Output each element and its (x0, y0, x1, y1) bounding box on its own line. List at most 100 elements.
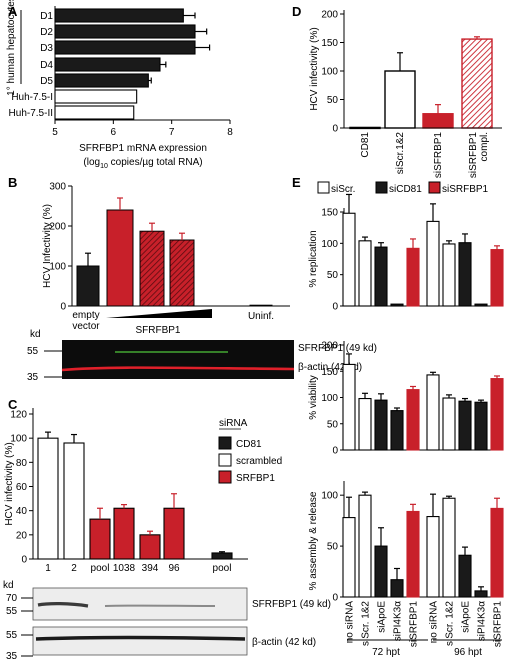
panel-a-xtick-label-3: 8 (227, 127, 233, 138)
panel-e-sub0-t0-bar-2 (374, 246, 388, 307)
panel-c-bar-6 (211, 552, 233, 560)
panel-e-sub2-y-label: % assembly & release (308, 491, 319, 590)
panel-c-legend-title: siRNA (219, 418, 248, 429)
panel-e-sub0-t0-bar-3 (390, 303, 404, 307)
panel-c-ytick-label-0: 0 (21, 555, 27, 566)
panel-c-band-actin (35, 635, 246, 641)
panel-d: 0 50 100 150 200 CD81 siScr.1&2 siSFRBP1 siSRFB… (309, 10, 502, 178)
panel-e-sub0-t0-bar-1 (358, 240, 372, 307)
panel-e-sub2-ytick-label-1: 50 (327, 542, 339, 553)
panel-e-sub1-t0-bar-4 (406, 389, 420, 451)
panel-e-sub0-y-label: % replication (308, 230, 319, 287)
panel-e-sub1-t0-bar-2 (374, 399, 388, 451)
panel-b-ytick-label-2: 200 (49, 222, 66, 233)
panel-e-sub0-ytick-label-2: 100 (321, 239, 338, 250)
panel-e-sub2-t1-bar-3 (474, 590, 488, 598)
panel-c-ytick-label-6: 120 (10, 410, 27, 421)
panel-a-x-label-line1: SFRFBP1 mRNA expression (79, 143, 207, 154)
panel-e-sub1-t1-bar-2 (458, 400, 472, 451)
panel-e-sub0-t0-bar-0 (342, 212, 356, 307)
panel-e-sub1-t0-bar-1 (358, 397, 372, 451)
panel-a-bar-0 (54, 8, 184, 23)
panel-e-t0-category-0: no siRNA (345, 601, 356, 644)
panel-c-blot-actin (32, 626, 248, 656)
panel-e-sub2-t0-bar-4 (406, 510, 420, 598)
panel-e-sub0-t1-bar-3 (474, 303, 488, 307)
panel-c-ytick-label-3: 60 (16, 482, 28, 493)
panel-e-t1-category-4: siSRFBP1 (493, 601, 504, 648)
panel-e-t1-category-3: siPI4K3α (477, 601, 488, 641)
panel-d-bar-1 (384, 70, 416, 129)
panel-d-ytick-label-1: 50 (327, 95, 339, 106)
panel-e-sub2-t0-bar-3 (390, 579, 404, 598)
panel-e-sub2-t1-bar-4 (490, 507, 504, 598)
panel-c-ytick-label-1: 20 (16, 530, 28, 541)
panel-letter-d: D (292, 4, 301, 19)
panel-c-legend-label-0: CD81 (236, 439, 262, 450)
panel-a-category-6: Huh-7.5-II (9, 108, 53, 119)
panel-c-category-2: pool (91, 563, 110, 574)
panel-c-band-label-actin: β-actin (42 kd) (252, 637, 316, 648)
panel-c-category-5: 96 (168, 563, 180, 574)
panel-c-ytick-label-4: 80 (16, 458, 28, 469)
panel-c-band-label-sfrfbp1: SFRFBP1 (49 kd) (252, 599, 331, 610)
panel-a-category-3: D4 (40, 60, 53, 71)
panel-a-bar-5 (54, 89, 138, 104)
panel-b-band-label-actin: β-actin (42 kd) (298, 362, 362, 373)
panel-e-legend-swatch-2 (428, 181, 441, 194)
panel-e-legend-swatch-0 (317, 181, 330, 194)
panel-b-band-actin (61, 366, 295, 372)
panel-e-sub1-t1-bar-0 (426, 374, 440, 451)
panel-e-t1-category-2: siApoE (461, 601, 472, 633)
panel-letter-c: C (8, 397, 18, 412)
panel-b-bar-3 (169, 239, 195, 307)
panel-a-bar-3 (54, 57, 161, 72)
panel-e-sub2-t1-bar-1 (442, 497, 456, 598)
panel-b-label-empty: empty (72, 310, 99, 321)
panel-a-bar-4 (54, 73, 149, 88)
panel-c-bar-0 (37, 437, 59, 560)
panel-d-bar-2 (422, 113, 454, 129)
panel-c-bar-4 (139, 534, 161, 560)
panel-c-marker-70: 70 (6, 593, 18, 604)
panel-b-marker-55: 55 (27, 346, 39, 357)
panel-a-xtick-label-2: 7 (169, 127, 175, 138)
panel-e-sub2-t1-bar-0 (426, 516, 440, 598)
panel-c-legend-swatch-2 (218, 470, 232, 484)
panel-e-sub2-ytick-label-2: 100 (321, 491, 338, 502)
panel-d-y-label: HCV infectivity (%) (309, 27, 320, 110)
panel-a-bar-6 (54, 105, 135, 120)
panel-a-group-label: 1° human hepatocytes (6, 0, 17, 96)
panel-a-xtick-label-0: 5 (52, 127, 58, 138)
panel-e-sub1-ytick-label-4: 200 (321, 341, 338, 352)
panel-c-bar-3 (113, 507, 135, 560)
panel-e-sub0-t1-bar-2 (458, 242, 472, 307)
panel-e-legend-label-1: siCD81 (389, 184, 422, 195)
panel-e-legend-label-0: siScr. (331, 184, 355, 195)
panel-a-bar-1 (54, 24, 196, 39)
panel-e-t1-category-1: siScr. 1&2 (445, 601, 456, 646)
panel-e-sub0-ytick-label-1: 50 (327, 270, 339, 281)
panel-d-category-1: siScr.1&2 (395, 132, 406, 175)
panel-e-legend-label-2: siSRFBP1 (442, 184, 489, 195)
panel-letter-e: E (292, 175, 301, 190)
panel-b-bar-1 (106, 209, 134, 307)
panel-c-legend-label-2: SRFBP1 (236, 473, 275, 484)
panel-b-ytick-label-3: 300 (49, 182, 66, 193)
panel-letter-b: B (8, 175, 17, 190)
panel-e-sub2-t0-bar-0 (342, 517, 356, 598)
panel-a-x-label-line2: (log10 copies/µg total RNA) (83, 157, 202, 170)
panel-b-kd-label: kd (30, 329, 41, 340)
panel-letter-a: A (8, 4, 18, 19)
panel-e-sub1-t0-bar-3 (390, 410, 404, 451)
panel-e-time-72: 72 hpt (372, 647, 400, 658)
panel-c-category-3: 1038 (113, 563, 136, 574)
panel-c-category-1: 2 (71, 563, 77, 574)
panel-a-category-0: D1 (40, 11, 53, 22)
panel-e-sub0-t1-bar-4 (490, 249, 504, 307)
panel-e-sub0-t1-bar-0 (426, 220, 440, 307)
panel-a-category-1: D2 (40, 27, 53, 38)
